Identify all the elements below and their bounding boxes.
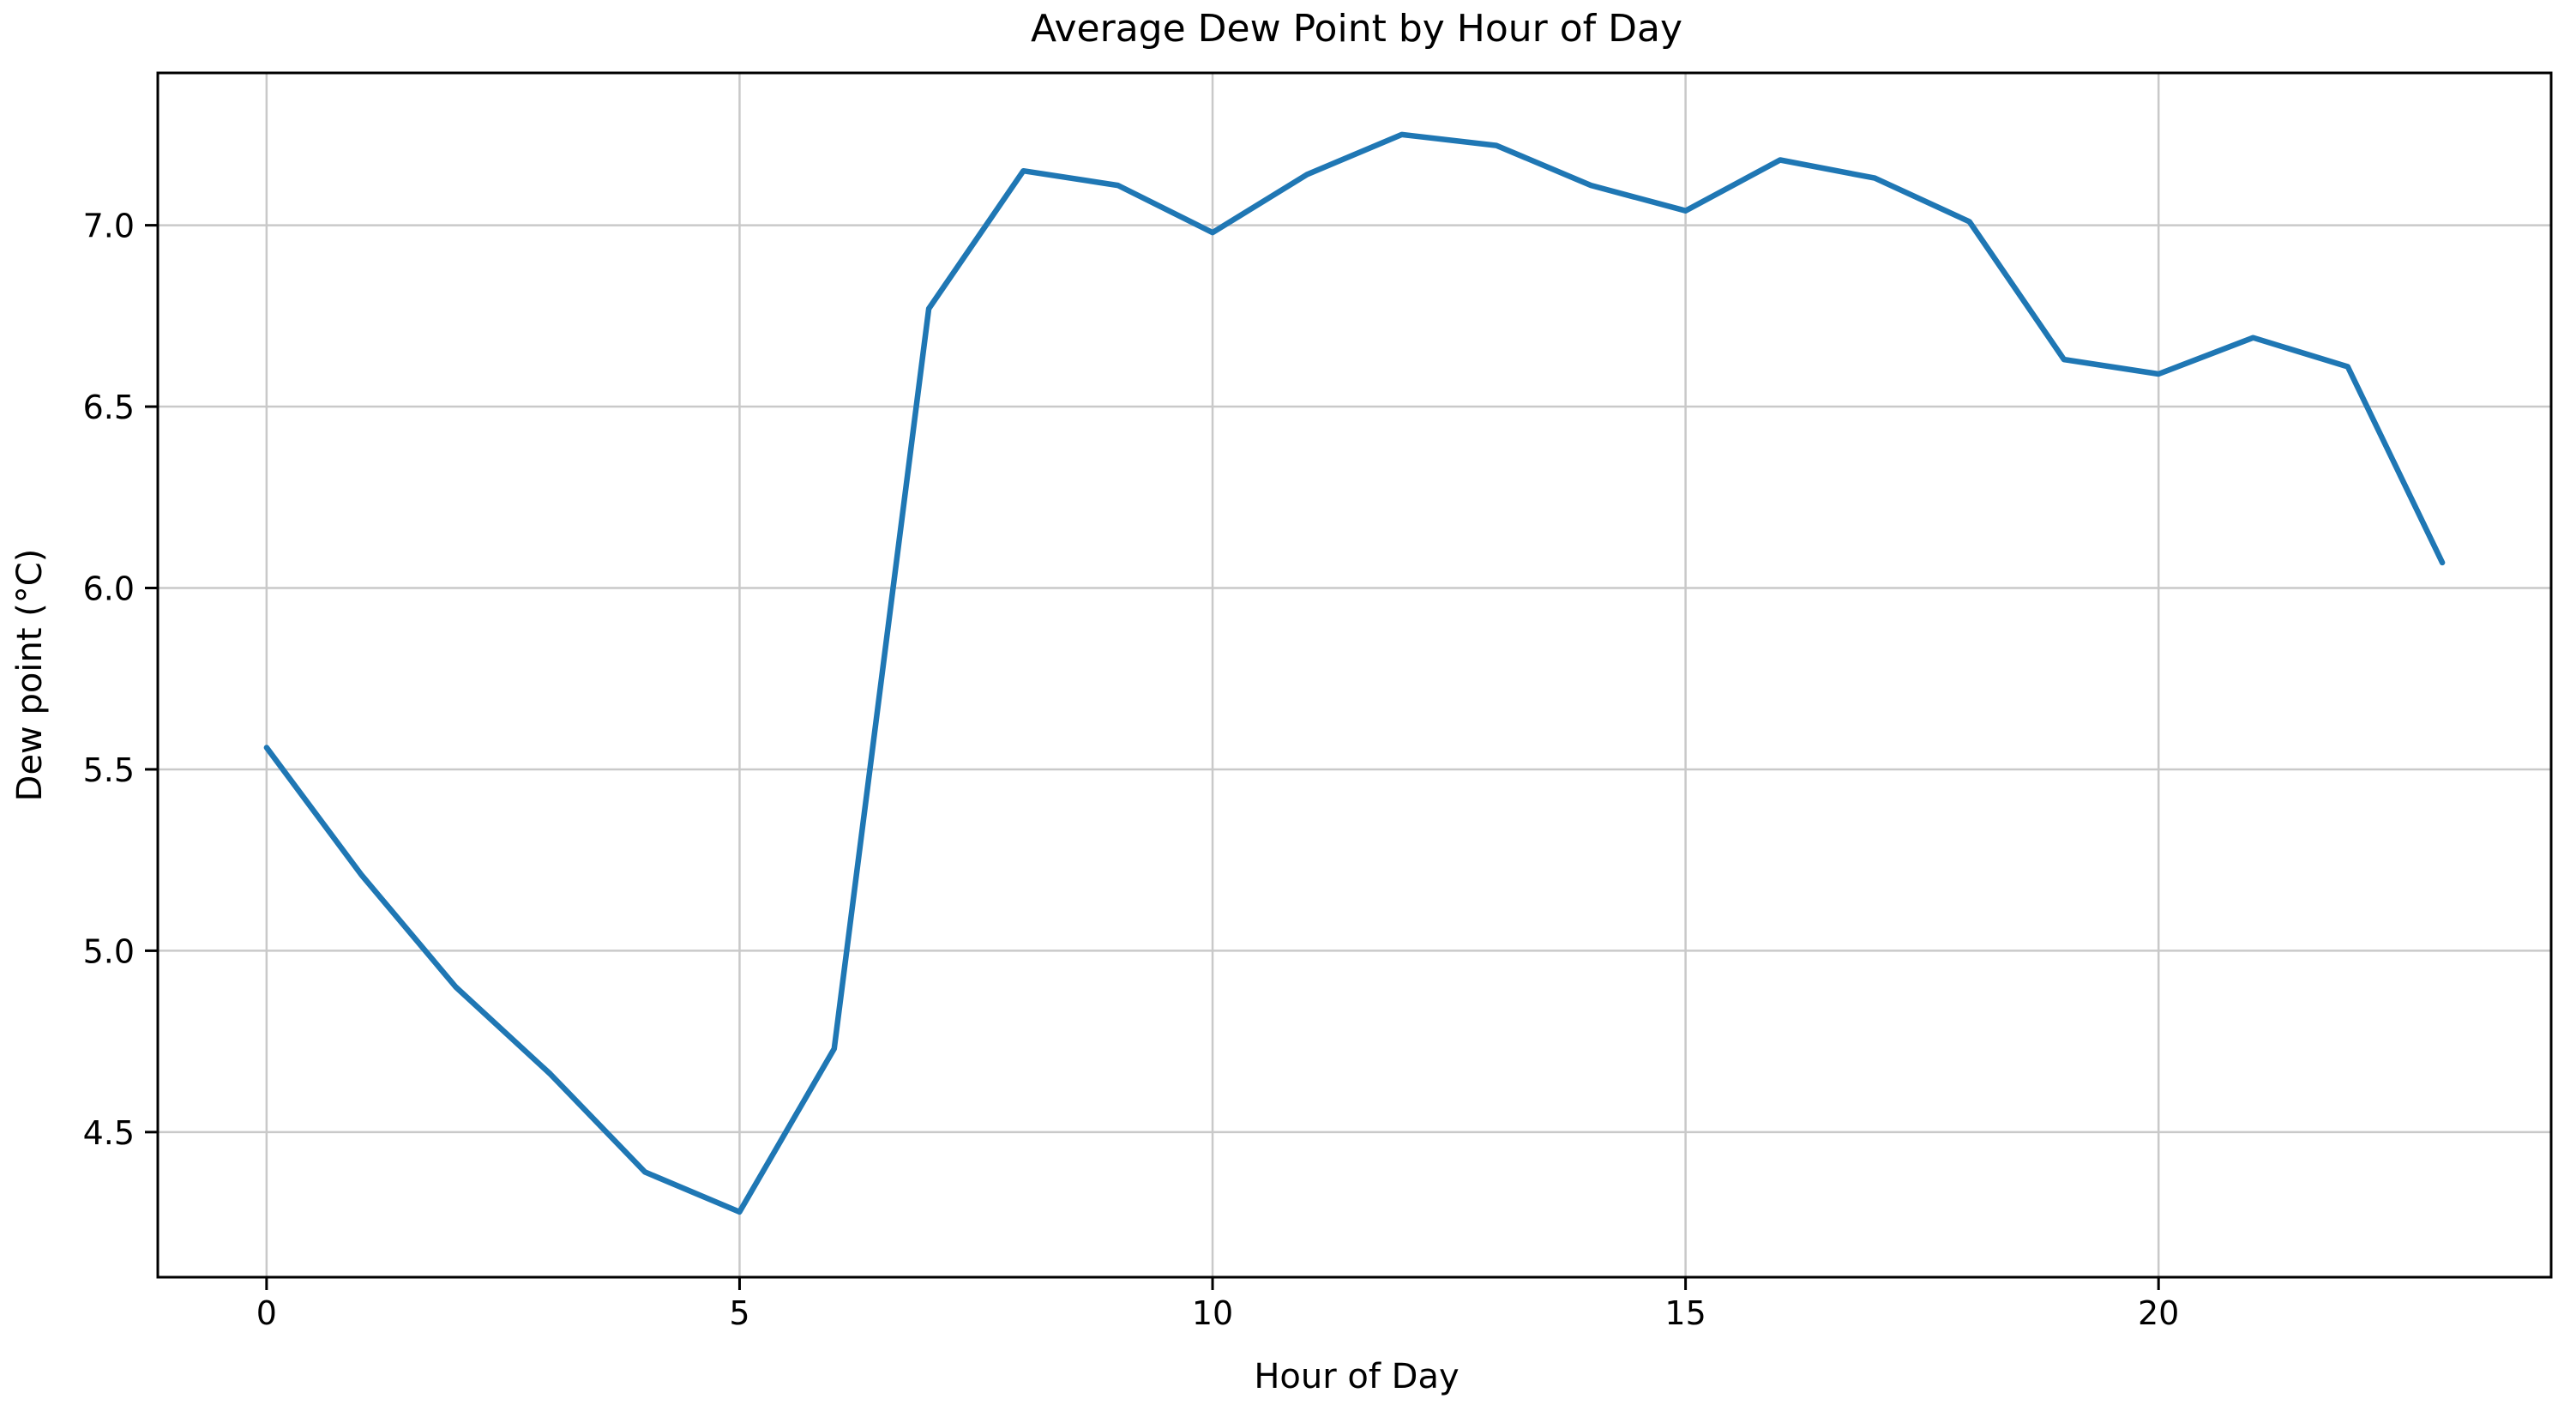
tick-labels: 0 5 10 15 20 4.5 5.0 5.5 6.0 6.5 7.0 [83,208,2180,1332]
grid-lines [158,73,2551,1277]
x-tick-label: 20 [2138,1294,2179,1332]
y-tick-label: 7.0 [83,208,135,245]
plot-area [156,71,2553,1279]
y-tick-label: 5.0 [83,932,135,970]
tick-marks [145,224,2160,1290]
dew-point-line [263,131,2446,1215]
chart-title: Average Dew Point by Hour of Day [1031,7,1682,51]
x-tick-label: 15 [1664,1294,1706,1332]
y-tick-label: 6.0 [83,570,135,608]
data-series [263,131,2446,1215]
y-tick-label: 5.5 [83,751,135,789]
y-tick-label: 6.5 [83,389,135,426]
y-tick-label: 4.5 [83,1114,135,1152]
x-tick-label: 5 [729,1294,749,1332]
y-axis-label: Dew point (°C) [10,549,50,802]
x-axis-label: Hour of Day [1254,1357,1459,1396]
x-tick-label: 10 [1192,1294,1233,1332]
x-tick-label: 0 [256,1294,277,1332]
